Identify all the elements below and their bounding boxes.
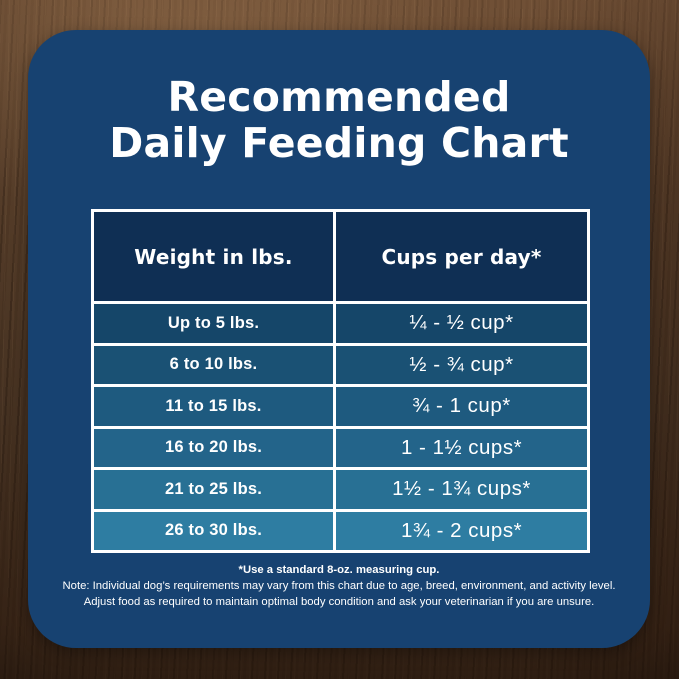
table-header-row: Weight in lbs. Cups per day* (91, 209, 590, 304)
title-line-2: Daily Feeding Chart (109, 119, 569, 167)
weight-cell: 11 to 15 lbs. (91, 384, 336, 429)
title-line-1: Recommended (167, 73, 511, 121)
requirements-note: Note: Individual dog’s requirements may … (62, 580, 616, 592)
table-row: Up to 5 lbs. ¼ - ½ cup* (91, 301, 590, 346)
table-row: 6 to 10 lbs. ½ - ¾ cup* (91, 342, 590, 387)
footnotes: *Use a standard 8-oz. measuring cup. Not… (28, 562, 650, 610)
table-row: 21 to 25 lbs. 1½ - 1¾ cups* (91, 467, 590, 512)
cups-cell: 1¾ - 2 cups* (333, 508, 590, 553)
cups-cell: 1 - 1½ cups* (333, 425, 590, 470)
table-row: 11 to 15 lbs. ¾ - 1 cup* (91, 384, 590, 429)
table-row: 26 to 30 lbs. 1¾ - 2 cups* (91, 508, 590, 553)
page-title: Recommended Daily Feeding Chart (28, 74, 650, 166)
cups-cell: ½ - ¾ cup* (333, 342, 590, 387)
feeding-table: Weight in lbs. Cups per day* Up to 5 lbs… (91, 209, 590, 553)
adjust-note: Adjust food as required to maintain opti… (83, 596, 595, 608)
measuring-cup-note: *Use a standard 8-oz. measuring cup. (238, 564, 440, 576)
table-row: 16 to 20 lbs. 1 - 1½ cups* (91, 425, 590, 470)
cups-cell: ¼ - ½ cup* (333, 301, 590, 346)
header-cell-cups: Cups per day* (333, 209, 590, 304)
weight-cell: 21 to 25 lbs. (91, 467, 336, 512)
weight-cell: 6 to 10 lbs. (91, 342, 336, 387)
cups-cell: 1½ - 1¾ cups* (333, 467, 590, 512)
feeding-card: Recommended Daily Feeding Chart Weight i… (28, 30, 650, 648)
weight-cell: 16 to 20 lbs. (91, 425, 336, 470)
weight-cell: 26 to 30 lbs. (91, 508, 336, 553)
weight-cell: Up to 5 lbs. (91, 301, 336, 346)
cups-cell: ¾ - 1 cup* (333, 384, 590, 429)
header-cell-weight: Weight in lbs. (91, 209, 336, 304)
